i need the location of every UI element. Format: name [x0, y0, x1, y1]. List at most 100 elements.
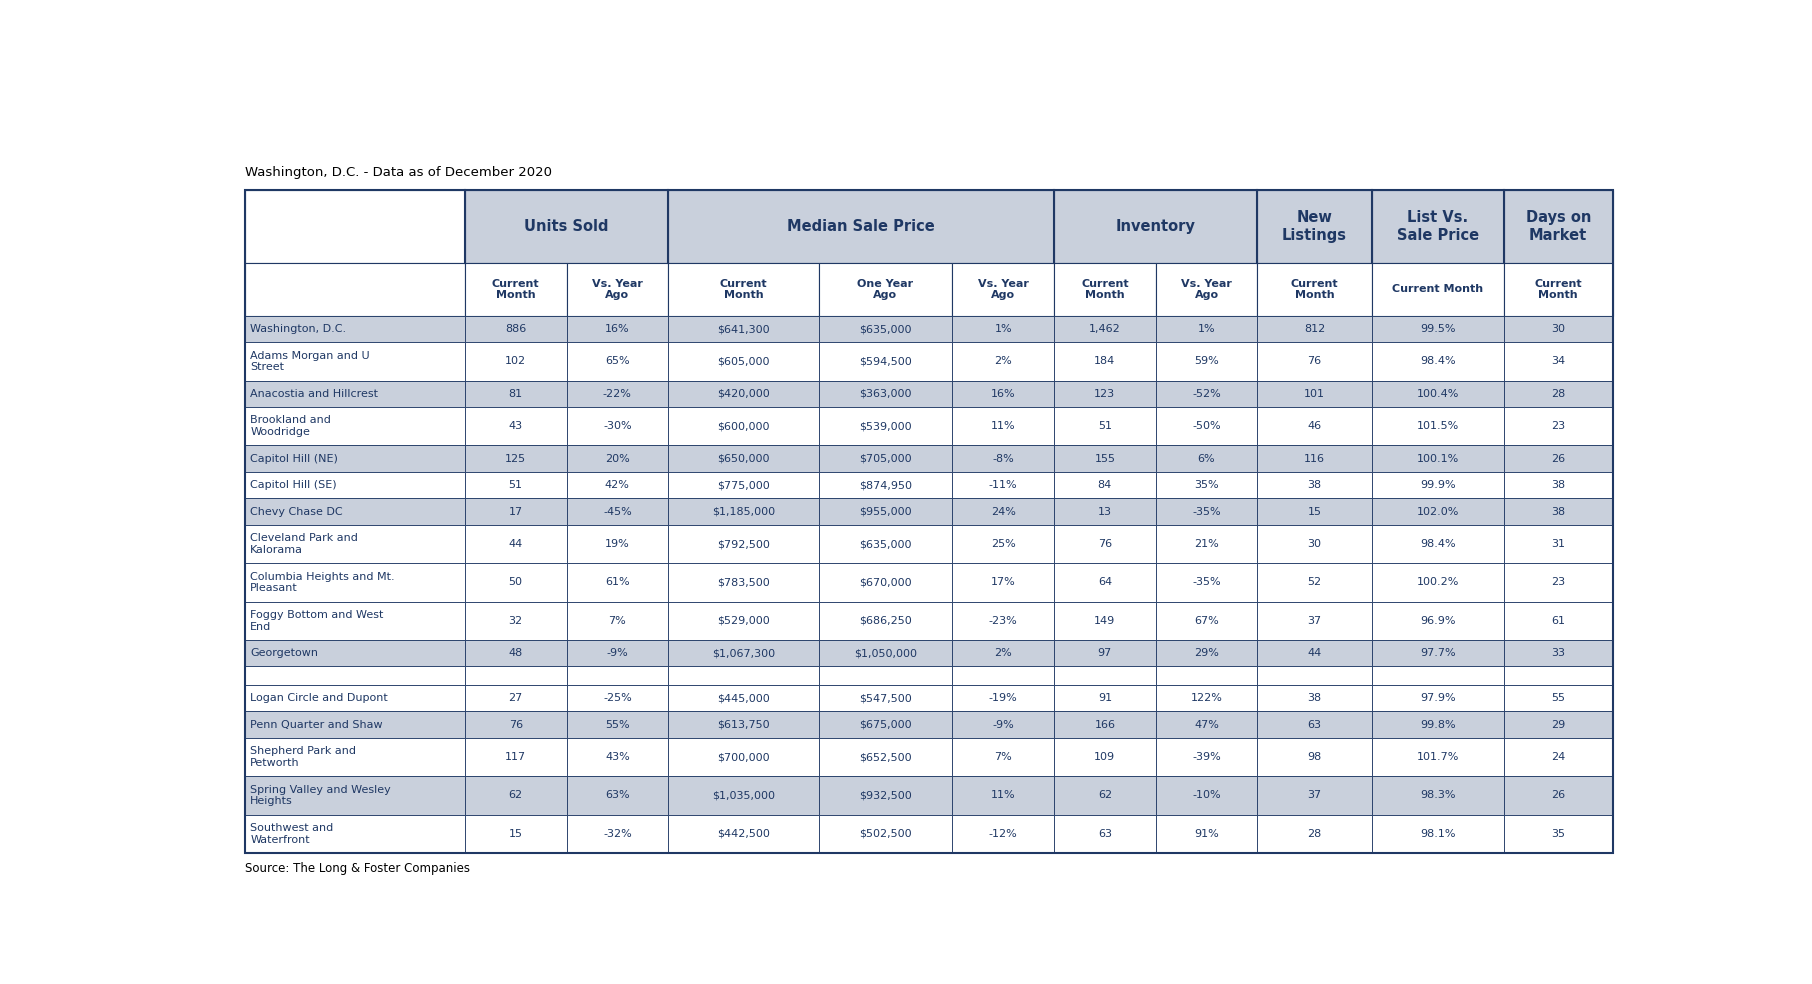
Bar [819, 711, 953, 738]
Text: 47%: 47% [1194, 719, 1219, 730]
Bar [1504, 524, 1613, 563]
Text: 64: 64 [1098, 578, 1113, 587]
Text: 98.4%: 98.4% [1421, 539, 1455, 549]
Text: 15: 15 [509, 829, 522, 838]
Bar [466, 524, 567, 563]
Text: Logan Circle and Dupont: Logan Circle and Dupont [250, 693, 388, 704]
Bar [567, 815, 669, 853]
Bar [1504, 263, 1613, 316]
Text: 19%: 19% [605, 539, 631, 549]
Bar [567, 601, 669, 640]
Text: $529,000: $529,000 [718, 616, 770, 626]
Text: -30%: -30% [603, 421, 632, 431]
Text: $792,500: $792,500 [718, 539, 770, 549]
Bar [245, 381, 466, 407]
Text: Vs. Year
Ago: Vs. Year Ago [593, 278, 643, 300]
Text: 184: 184 [1094, 356, 1116, 366]
Text: Chevy Chase DC: Chevy Chase DC [250, 507, 342, 517]
Text: $650,000: $650,000 [718, 454, 770, 463]
Text: $775,000: $775,000 [718, 480, 770, 490]
Bar [1372, 446, 1504, 472]
Bar [466, 498, 567, 524]
Text: 28: 28 [1551, 389, 1566, 399]
Bar [466, 407, 567, 446]
Text: 44: 44 [509, 539, 524, 549]
Bar [953, 738, 1055, 776]
Text: Median Sale Price: Median Sale Price [786, 219, 935, 234]
Bar [1055, 563, 1156, 601]
Text: 33: 33 [1551, 648, 1566, 658]
Text: 97: 97 [1098, 648, 1113, 658]
Text: 62: 62 [1098, 790, 1113, 800]
Text: 117: 117 [506, 752, 525, 762]
Text: 42%: 42% [605, 480, 631, 490]
Text: -52%: -52% [1192, 389, 1221, 399]
Bar [1156, 776, 1258, 815]
Text: Brookland and
Woodridge: Brookland and Woodridge [250, 415, 332, 437]
Bar [1156, 381, 1258, 407]
Text: -32%: -32% [603, 829, 632, 838]
Text: Columbia Heights and Mt.
Pleasant: Columbia Heights and Mt. Pleasant [250, 572, 395, 593]
Bar [669, 563, 819, 601]
Bar [1258, 815, 1372, 853]
Text: 91: 91 [1098, 693, 1113, 704]
Bar [1258, 342, 1372, 381]
Bar [466, 640, 567, 666]
Bar [567, 342, 669, 381]
Text: 97.7%: 97.7% [1421, 648, 1455, 658]
Text: Foggy Bottom and West
End: Foggy Bottom and West End [250, 610, 384, 632]
Bar [669, 407, 819, 446]
Text: 29: 29 [1551, 719, 1566, 730]
Bar [1156, 316, 1258, 342]
Bar [953, 711, 1055, 738]
Bar [669, 685, 819, 711]
Bar [245, 407, 466, 446]
Text: -12%: -12% [989, 829, 1018, 838]
Text: 166: 166 [1094, 719, 1116, 730]
Bar [1372, 342, 1504, 381]
Text: 43%: 43% [605, 752, 631, 762]
Bar [669, 601, 819, 640]
Bar [953, 776, 1055, 815]
Bar [819, 640, 953, 666]
Bar [1258, 498, 1372, 524]
Bar [466, 776, 567, 815]
Bar [1055, 640, 1156, 666]
Bar [466, 190, 669, 263]
Bar [1258, 263, 1372, 316]
Bar [466, 342, 567, 381]
Bar [1055, 524, 1156, 563]
Text: 48: 48 [509, 648, 524, 658]
Bar [1504, 776, 1613, 815]
Text: 2%: 2% [995, 648, 1013, 658]
Text: 24%: 24% [991, 507, 1015, 517]
Text: Current Month: Current Month [1392, 284, 1484, 294]
Bar [1504, 563, 1613, 601]
Text: 6%: 6% [1198, 454, 1216, 463]
Bar [669, 498, 819, 524]
Text: $539,000: $539,000 [859, 421, 911, 431]
Text: $955,000: $955,000 [859, 507, 911, 517]
Text: One Year
Ago: One Year Ago [857, 278, 913, 300]
Bar [1055, 498, 1156, 524]
Bar [1055, 776, 1156, 815]
Text: 50: 50 [509, 578, 522, 587]
Bar [1258, 407, 1372, 446]
Text: 109: 109 [1094, 752, 1116, 762]
Bar [819, 524, 953, 563]
Text: Current
Month: Current Month [491, 278, 540, 300]
Bar [245, 446, 466, 472]
Bar [1156, 738, 1258, 776]
Text: 123: 123 [1094, 389, 1116, 399]
Bar [1258, 738, 1372, 776]
Text: Washington, D.C.: Washington, D.C. [250, 324, 346, 334]
Text: -10%: -10% [1192, 790, 1221, 800]
Text: -35%: -35% [1192, 507, 1221, 517]
Bar [245, 640, 466, 666]
Bar [1258, 685, 1372, 711]
Bar [1055, 316, 1156, 342]
Bar [1055, 446, 1156, 472]
Bar [1156, 685, 1258, 711]
Bar [1504, 666, 1613, 685]
Bar [669, 381, 819, 407]
